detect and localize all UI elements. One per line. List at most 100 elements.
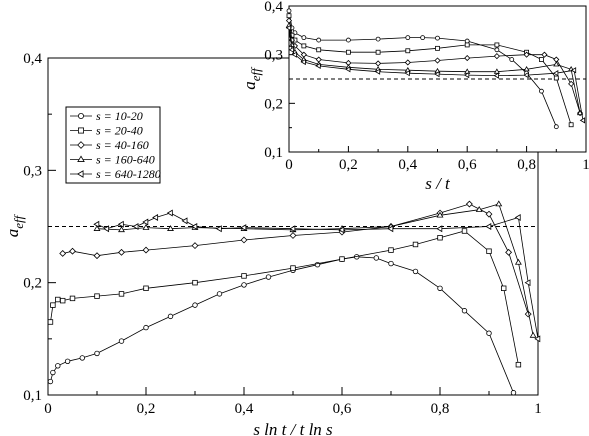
main-data-point — [132, 223, 139, 230]
main-data-point — [93, 220, 100, 228]
inset-data-point — [405, 35, 411, 41]
main-data-point — [94, 293, 100, 299]
inset-data-point — [345, 66, 351, 73]
main-data-point — [240, 236, 248, 244]
main-data-point — [93, 252, 101, 260]
main-data-point — [118, 338, 125, 344]
main-data-point — [339, 256, 345, 262]
main-data-point — [475, 205, 483, 212]
main-data-point — [524, 310, 532, 318]
inset-data-point — [553, 124, 559, 130]
inset-data-point — [345, 49, 351, 55]
main-x-tick-label: 0,6 — [333, 401, 352, 417]
main-data-point — [412, 241, 419, 248]
inset-data-point — [464, 42, 470, 48]
main-data-point — [387, 225, 394, 233]
main-data-point — [55, 296, 61, 303]
main-data-point — [505, 248, 513, 256]
legend-label: s = 40-160 — [96, 138, 149, 152]
main-data-point — [192, 302, 198, 308]
main-data-point — [338, 226, 345, 234]
main-data-point — [510, 390, 517, 396]
main-data-point — [69, 247, 76, 255]
inset-data-point — [435, 35, 440, 41]
legend-marker — [77, 141, 85, 149]
legend-marker — [77, 155, 85, 162]
legend-label: s = 640-1280 — [96, 167, 161, 181]
inset-data-point — [539, 57, 544, 62]
main-data-point — [515, 361, 522, 368]
inset-data-point — [553, 70, 559, 77]
legend-label: s = 10-20 — [96, 109, 143, 123]
inset-data-point — [523, 65, 530, 72]
inset-data-point — [301, 43, 307, 49]
main-data-point — [47, 378, 54, 385]
main-data-point — [79, 355, 85, 361]
inset-x-tick-label: 0,2 — [339, 157, 358, 173]
main-x-tick-label: 0,2 — [137, 401, 156, 417]
main-data-point — [142, 223, 150, 230]
inset-x-tick-label: 0,8 — [517, 157, 536, 173]
main-data-point — [388, 247, 394, 253]
inset-data-point — [405, 48, 411, 54]
main-data-point — [167, 225, 174, 231]
inset-data-point — [288, 46, 294, 53]
main-data-point — [191, 223, 198, 230]
inset-data-point — [434, 71, 440, 78]
main-data-point — [50, 302, 56, 308]
inset-series-5 — [285, 24, 586, 124]
main-data-point — [55, 363, 61, 369]
main-data-point — [166, 209, 173, 217]
main-data-point — [118, 291, 125, 297]
inset-data-point — [463, 72, 470, 79]
inset-y-tick-label: 0,2 — [264, 96, 283, 112]
main-data-point — [486, 248, 492, 254]
main-data-point — [485, 223, 492, 230]
main-data-point — [50, 369, 56, 376]
inset-data-point — [493, 68, 500, 74]
main-data-point — [436, 225, 443, 233]
main-data-point — [373, 255, 379, 261]
main-y-tick-label: 0,4 — [23, 51, 42, 67]
inset-data-point — [315, 62, 321, 69]
inset-data-point — [553, 75, 559, 81]
main-data-point — [529, 331, 537, 338]
main-data-point — [118, 226, 125, 233]
main-data-point — [47, 319, 54, 325]
main-x-tick-label: 0,4 — [235, 401, 254, 417]
inset-data-point — [300, 58, 306, 66]
main-data-point — [486, 330, 492, 336]
inset-x-tick-label: 0 — [285, 157, 293, 173]
main-data-point — [94, 350, 100, 357]
inset-data-point — [464, 38, 470, 44]
main-data-point — [93, 225, 101, 231]
inset-data-point — [523, 51, 530, 58]
main-x-tick-label: 1 — [534, 401, 542, 417]
main-series-3 — [59, 200, 532, 318]
main-y-tick-label: 0,3 — [23, 163, 42, 179]
main-data-point — [485, 210, 493, 218]
inset-y-tick-label: 0,4 — [264, 0, 283, 15]
main-data-point — [461, 228, 468, 234]
inset-data-point — [291, 51, 297, 58]
main-data-point — [289, 225, 296, 233]
main-data-point — [69, 295, 76, 302]
main-data-point — [388, 260, 394, 267]
main-data-point — [437, 285, 443, 291]
inset-data-point — [420, 35, 426, 41]
inset-series-1 — [286, 8, 559, 130]
inset-data-point — [568, 80, 575, 87]
main-data-point — [152, 214, 159, 221]
main-data-point — [60, 297, 66, 304]
inset-y-tick-label: 0,3 — [264, 48, 283, 64]
inset-x-tick-label: 1 — [582, 157, 589, 173]
main-data-point — [191, 242, 199, 250]
inset-data-point — [345, 37, 351, 43]
inset-y-tick-label: 0,1 — [264, 145, 283, 161]
inset-data-point — [579, 117, 586, 124]
inset-data-point — [509, 57, 515, 62]
main-data-point — [167, 313, 174, 320]
inset-x-axis-label: s / t — [425, 174, 451, 193]
legend-label: s = 20-40 — [96, 124, 143, 138]
main-data-point — [64, 358, 71, 364]
